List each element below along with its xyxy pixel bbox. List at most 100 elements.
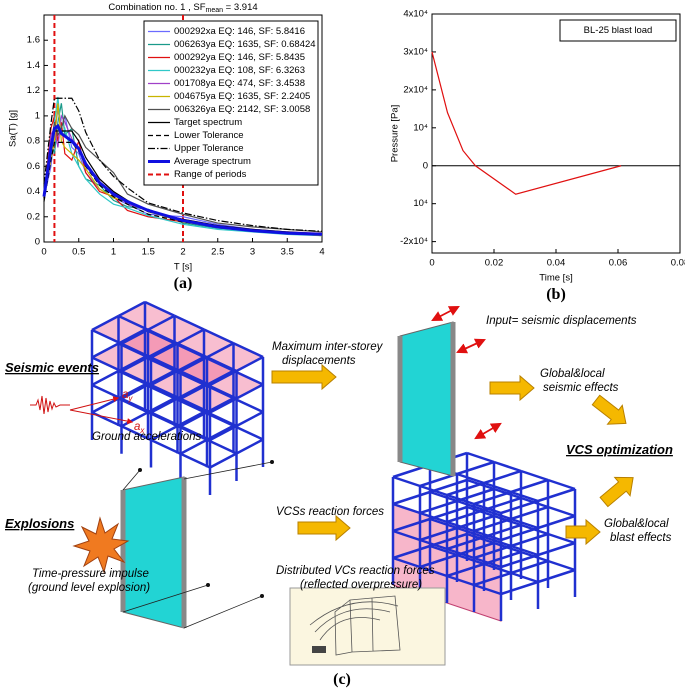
legend-label: 006326ya EQ: 2142, SF: 3.0058 — [174, 104, 310, 115]
frame-member — [206, 424, 235, 441]
frame-member — [473, 529, 502, 542]
accel-axis — [69, 396, 120, 411]
y-tick-label: 0 — [35, 237, 40, 248]
flow-arrow — [271, 363, 337, 391]
vcs-panel — [122, 476, 185, 629]
x-tick-label: 2.5 — [211, 247, 224, 258]
frame-member — [232, 342, 264, 359]
panel-label: (b) — [546, 286, 566, 303]
frame-member — [510, 517, 539, 530]
frame-member — [206, 438, 238, 455]
frame-member — [232, 424, 264, 441]
series-line — [43, 114, 323, 233]
x-tick-label: 0.08 — [671, 258, 685, 269]
heading: Seismic events — [5, 360, 99, 375]
line: seismic effects — [543, 382, 619, 394]
vcs-panel — [399, 321, 454, 477]
frame-member — [179, 356, 208, 373]
frame-member — [120, 328, 149, 345]
frame-member — [483, 481, 512, 494]
displacement-arrow — [474, 422, 502, 440]
frame-member — [500, 499, 539, 515]
frame-member — [456, 460, 495, 476]
frame-member — [91, 314, 120, 332]
frame-member — [150, 397, 179, 414]
series-line — [43, 97, 323, 232]
x-tick-label: 2 — [180, 247, 185, 258]
displacement-arrow — [431, 306, 460, 321]
frame-member — [446, 562, 485, 578]
series-line — [431, 51, 622, 195]
frame-member — [392, 517, 431, 533]
series-line — [43, 96, 323, 237]
x-tick-label: 0 — [41, 247, 46, 258]
frame-member — [429, 532, 468, 548]
legend-label: Upper Tolerance — [174, 143, 244, 154]
frame-member — [446, 574, 475, 587]
frame-member — [473, 556, 502, 569]
symbol: a — [134, 421, 140, 433]
frame-member — [120, 356, 149, 373]
frame-member — [510, 478, 549, 494]
y-tick-label: 4x10⁴ — [403, 9, 428, 20]
label: Global&local seismic effects — [540, 368, 619, 394]
frame-member — [456, 526, 485, 539]
x-tick-label: 0.06 — [609, 258, 628, 269]
frame-member — [206, 342, 235, 359]
frame-member — [456, 499, 485, 512]
y-tick-label: 0 — [423, 160, 428, 171]
frame-member — [179, 383, 208, 400]
frame-member — [537, 541, 576, 557]
panel-label: (a) — [174, 275, 193, 292]
frame-member — [176, 410, 205, 428]
frame-member — [429, 517, 458, 530]
y-tick-label: 1.4 — [27, 60, 40, 71]
frame-member — [209, 397, 238, 414]
frame-member — [429, 490, 458, 503]
legend-label: Average spectrum — [174, 156, 251, 167]
frame-member — [147, 342, 176, 359]
frame-member — [473, 544, 512, 560]
legend-label: 001708ya EQ: 474, SF: 3.4538 — [174, 78, 305, 89]
flow-arrow — [591, 394, 627, 425]
line: Time-pressure impulse — [32, 568, 149, 580]
tie-point — [138, 468, 142, 472]
frame-member — [235, 383, 264, 400]
frame-member — [206, 369, 235, 386]
frame-member — [117, 383, 146, 400]
frame-member — [446, 547, 475, 560]
tie-line — [183, 595, 263, 629]
y-axis-label: Sa(T) [g] — [8, 110, 19, 147]
flow-arrow — [297, 514, 351, 542]
frame-member — [419, 511, 448, 524]
panel-label: (c) — [333, 671, 351, 688]
frame-member — [419, 553, 458, 569]
tie-point — [270, 460, 274, 464]
frame-member — [473, 490, 512, 506]
diagram-shapes — [90, 300, 634, 629]
legend-label: BL-25 blast load — [584, 25, 653, 36]
frame-member — [473, 517, 512, 533]
frame-member — [91, 356, 123, 373]
accel-label: ay — [122, 389, 133, 403]
frame-member — [446, 481, 485, 497]
frame-member — [483, 550, 522, 566]
frame-member — [419, 499, 458, 515]
label: Maximum inter-storey displacements — [272, 341, 384, 367]
frame-member — [500, 580, 539, 596]
frame-member — [510, 559, 549, 575]
x-tick-label: 0.02 — [485, 258, 504, 269]
inset-sketch — [289, 587, 446, 666]
frame-member — [209, 424, 238, 442]
line: displacements — [282, 355, 356, 367]
title-text: Combination no. 1 , SF — [108, 2, 205, 13]
tie-point — [206, 583, 210, 587]
accel-axis — [69, 409, 134, 425]
y-tick-label: 1.6 — [27, 35, 40, 46]
frame-member — [483, 508, 512, 521]
frame-member — [120, 425, 152, 442]
frame-member — [206, 383, 238, 400]
legend-label: 000292ya EQ: 146, SF: 5.8435 — [174, 52, 305, 63]
frame-member — [429, 544, 458, 557]
frame-member — [510, 505, 549, 521]
